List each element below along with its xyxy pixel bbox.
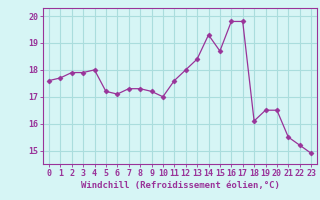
X-axis label: Windchill (Refroidissement éolien,°C): Windchill (Refroidissement éolien,°C) bbox=[81, 181, 279, 190]
